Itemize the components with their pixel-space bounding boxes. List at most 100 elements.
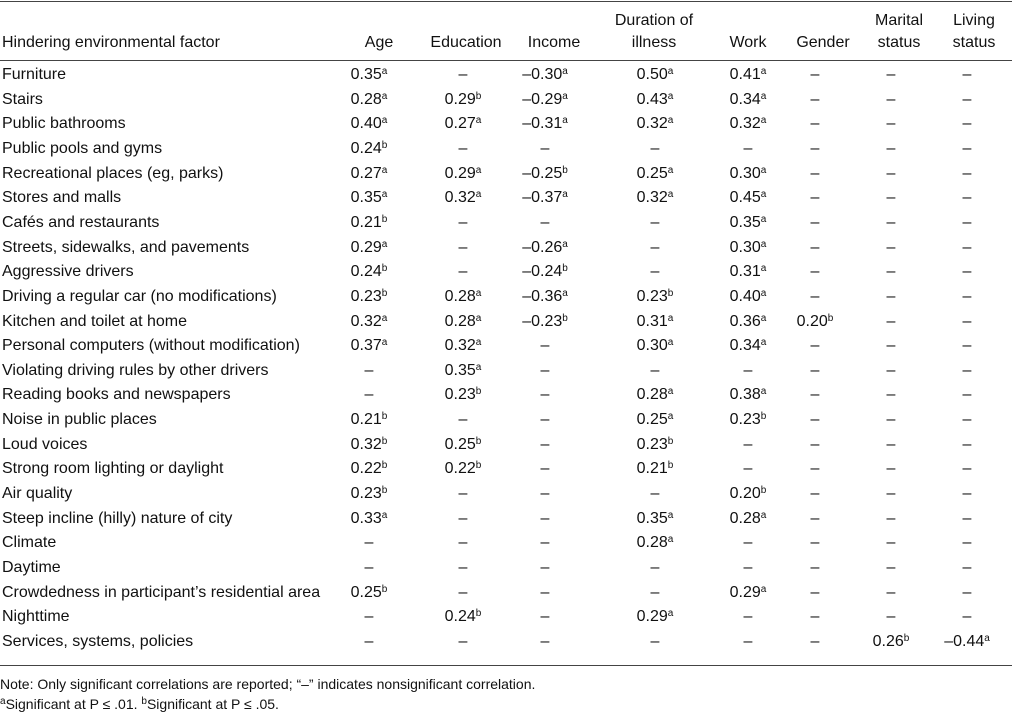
significance-mark: a [562, 90, 568, 102]
significance-mark: a [760, 312, 767, 324]
significance-mark: a [667, 90, 674, 102]
significance-mark: b [667, 287, 674, 299]
significance-mark: a [475, 337, 482, 349]
cell: – [743, 534, 753, 552]
cell-value: 0.27 [444, 115, 476, 133]
cell: – [540, 632, 550, 650]
column-header: Education [430, 34, 502, 51]
cell: 0.35a [637, 509, 674, 529]
cell: 0.26b [873, 632, 910, 652]
cell-value: –0.23 [522, 312, 563, 330]
cell: 0.35a [445, 361, 482, 381]
row-label: Furniture [2, 66, 67, 83]
cell-value: 0.35 [729, 213, 761, 231]
significance-mark: a [381, 115, 388, 127]
cell: 0.29a [445, 164, 482, 184]
cell: – [810, 632, 820, 650]
cell-value: 0.32 [636, 115, 668, 133]
significance-mark: b [667, 435, 674, 447]
cell: – [886, 287, 896, 305]
cell: 0.25a [637, 164, 674, 184]
cell-value: 0.31 [729, 263, 761, 281]
cell: – [540, 139, 550, 157]
row-label: Recreational places (eg, parks) [2, 164, 224, 182]
cell-value: 0.23 [350, 485, 382, 503]
cell-value: 0.30 [636, 337, 668, 355]
footnote: bSignificant at P ≤ .05. [141, 696, 279, 712]
significance-mark: b [475, 386, 482, 398]
row-label: Loud voices [2, 435, 88, 453]
cell: – [810, 164, 820, 182]
cell: 0.45a [730, 188, 767, 208]
cell: – [962, 559, 972, 576]
cell: 0.20b [730, 484, 767, 504]
cell: 0.28a [445, 287, 482, 307]
column-header: Duration of illness [614, 12, 694, 51]
significance-mark: a [475, 361, 482, 373]
significance-mark: a [667, 189, 674, 201]
cell-value: 0.28 [729, 509, 761, 527]
cell: – [810, 485, 820, 503]
significance-mark: b [381, 139, 388, 151]
column-header: Hindering environmental factor [2, 34, 220, 51]
column-header: Living status [952, 12, 996, 51]
cell: – [886, 485, 896, 503]
cell: – [810, 90, 820, 108]
significance-mark: b [381, 435, 388, 447]
cell-value: 0.35 [636, 509, 668, 527]
significance-mark: a [667, 509, 674, 521]
cell: 0.28a [445, 312, 482, 332]
significance-mark: a [381, 509, 388, 521]
cell: – [743, 559, 753, 576]
cell: 0.32a [445, 336, 482, 356]
cell: – [886, 361, 896, 379]
significance-mark: a [760, 90, 767, 102]
cell: – [886, 509, 896, 527]
cell: 0.31a [637, 312, 674, 332]
significance-mark: a [475, 164, 482, 176]
cell: 0.33a [351, 509, 388, 529]
cell: – [886, 534, 896, 552]
cell: 0.22b [445, 459, 482, 479]
cell-value: 0.30 [729, 238, 761, 256]
cell: – [962, 115, 972, 133]
cell-value: –0.26 [522, 238, 563, 256]
footnote: aSignificant at P ≤ .01. [0, 696, 141, 712]
significance-mark: a [760, 164, 767, 176]
cell-value: 0.34 [729, 90, 761, 108]
cell-value: 0.30 [729, 164, 761, 182]
cell: – [458, 139, 468, 157]
row-label: Violating driving rules by other drivers [2, 361, 269, 379]
cell: 0.31a [730, 262, 767, 282]
cell: – [540, 435, 550, 453]
significance-mark: b [760, 411, 767, 423]
row-label: Aggressive drivers [2, 263, 134, 281]
row-label: Services, systems, policies [2, 632, 194, 650]
cell: – [962, 189, 972, 207]
cell-value: –0.44 [944, 632, 985, 650]
cell: –0.29a [522, 90, 568, 110]
significance-mark: b [475, 608, 482, 620]
cell: 0.28a [637, 385, 674, 405]
cell-value: –0.37 [522, 189, 563, 207]
significance-mark: a [475, 189, 482, 201]
cell: – [962, 386, 972, 404]
significance-mark: a [475, 287, 482, 299]
row-label: Personal computers (without modification… [2, 337, 300, 355]
significance-mark: a [381, 66, 388, 77]
cell: – [962, 90, 972, 108]
significance-mark: a [667, 411, 674, 423]
cell: – [886, 386, 896, 404]
cell: 0.27a [351, 164, 388, 184]
cell: 0.40a [730, 287, 767, 307]
cell: 0.35a [730, 213, 767, 233]
cell: – [540, 485, 550, 503]
cell: – [650, 361, 660, 379]
cell: – [810, 608, 820, 626]
significance-mark: a [760, 238, 767, 250]
cell: – [886, 164, 896, 182]
cell: – [962, 411, 972, 429]
cell: – [650, 213, 660, 231]
cell: – [810, 534, 820, 552]
row-label: Public bathrooms [2, 115, 126, 133]
